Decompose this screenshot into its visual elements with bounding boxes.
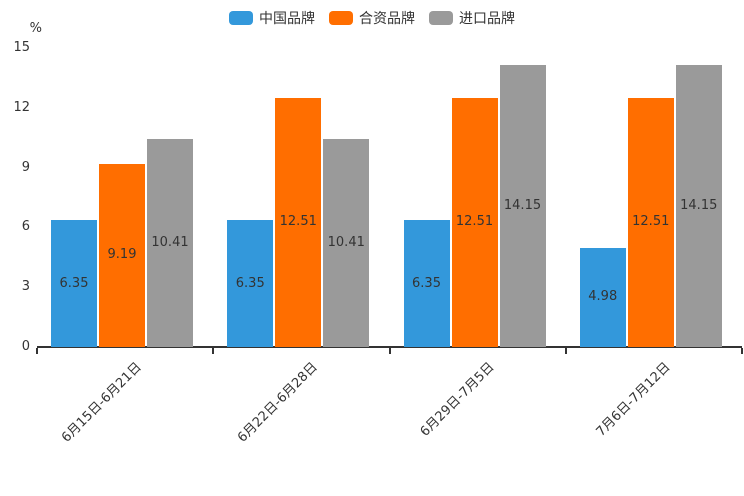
bar-合资品牌-1[interactable] xyxy=(275,97,322,347)
y-tick-label: 15 xyxy=(13,40,30,55)
bar-value-label: 9.19 xyxy=(107,247,137,263)
bar-进口品牌-2[interactable] xyxy=(499,64,546,347)
bar-value-label: 12.51 xyxy=(455,214,494,230)
legend-item-1[interactable]: 合资品牌 xyxy=(329,8,415,28)
x-tick-label-3: 7月6日-7月12日 xyxy=(593,359,674,440)
legend-item-2[interactable]: 进口品牌 xyxy=(429,8,515,28)
x-tick-label-2: 6月29日-7月5日 xyxy=(417,359,498,440)
bar-进口品牌-0[interactable] xyxy=(147,139,193,347)
x-tick-label-1: 6月22日-6月28日 xyxy=(235,359,321,446)
bar-中国品牌-2[interactable] xyxy=(403,220,450,347)
bar-value-label: 10.41 xyxy=(327,235,365,251)
legend-swatch-icon xyxy=(229,11,253,25)
bar-合资品牌-2[interactable] xyxy=(451,97,498,347)
y-axis-unit-label: % xyxy=(29,21,42,36)
x-axis-line xyxy=(37,346,742,348)
x-axis-tick xyxy=(212,348,215,354)
bar-中国品牌-3[interactable] xyxy=(579,247,626,347)
y-tick-label: 9 xyxy=(21,159,30,175)
bar-value-label: 4.98 xyxy=(588,289,618,305)
y-tick-label: 0 xyxy=(21,339,30,354)
bar-value-label: 6.35 xyxy=(412,275,441,291)
y-tick-label: 6 xyxy=(21,219,30,235)
x-tick-label-0: 6月15日-6月21日 xyxy=(58,359,145,446)
x-axis-tick xyxy=(741,348,743,354)
bar-value-label: 6.35 xyxy=(59,275,89,291)
bar-value-label: 6.35 xyxy=(235,275,265,291)
legend-label: 合资品牌 xyxy=(359,11,415,27)
legend-swatch-icon xyxy=(329,11,353,25)
legend-label: 进口品牌 xyxy=(459,11,515,27)
bar-value-label: 12.51 xyxy=(279,214,317,230)
y-tick-label: 12 xyxy=(13,99,30,115)
bar-value-label: 14.15 xyxy=(503,197,542,213)
bar-进口品牌-3[interactable] xyxy=(675,64,722,347)
legend-label: 中国品牌 xyxy=(259,11,315,27)
x-axis-tick xyxy=(388,348,391,354)
x-axis-tick xyxy=(36,348,38,354)
y-tick-label: 3 xyxy=(21,279,30,295)
chart-legend: 中国品牌 合资品牌 进口品牌 xyxy=(0,8,744,28)
bar-value-label: 10.41 xyxy=(151,235,189,251)
bar-合资品牌-0[interactable] xyxy=(99,163,145,347)
bar-合资品牌-3[interactable] xyxy=(627,97,674,347)
legend-item-0[interactable]: 中国品牌 xyxy=(229,8,315,28)
bar-中国品牌-1[interactable] xyxy=(227,220,274,347)
bar-value-label: 12.51 xyxy=(632,214,670,230)
x-axis-tick xyxy=(564,348,567,354)
legend-swatch-icon xyxy=(429,11,453,25)
bar-进口品牌-1[interactable] xyxy=(323,139,370,347)
bar-中国品牌-0[interactable] xyxy=(51,220,97,347)
bar-value-label: 14.15 xyxy=(680,197,718,213)
